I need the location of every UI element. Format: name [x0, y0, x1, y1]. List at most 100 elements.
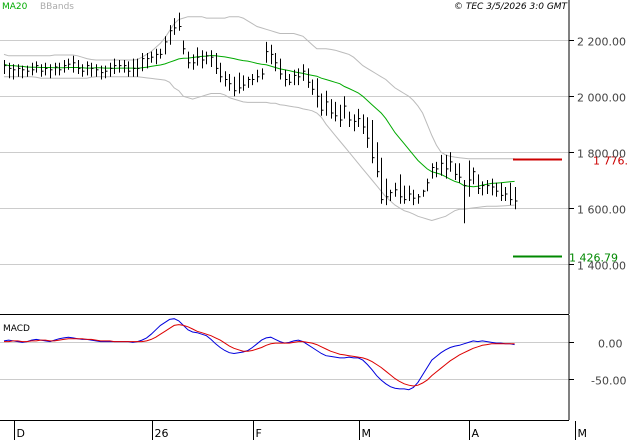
macd-lines: [3, 318, 515, 391]
price-bar: [294, 69, 297, 86]
price-bar: [142, 53, 145, 72]
price-bar: [216, 53, 219, 74]
price-bar: [55, 62, 58, 76]
price-y-ticks: 2 200.00 2 000.00 1 800.00 1 600.00 1 400.00: [569, 36, 626, 273]
price-bar: [303, 64, 306, 81]
legend-bbands: BBands: [40, 2, 74, 12]
price-bar: [252, 74, 255, 86]
price-bar: [372, 120, 375, 164]
price-bar: [271, 44, 274, 65]
price-bar: [9, 62, 12, 79]
x-axis-tick-label: F: [256, 427, 262, 440]
price-bar: [151, 51, 154, 63]
macd-y-ticks: 0.00 -50.00: [569, 338, 626, 388]
price-bar: [409, 185, 412, 201]
price-bar: [400, 174, 403, 204]
price-y-tick-label: 1 800.00: [577, 148, 626, 161]
price-bar: [101, 65, 104, 80]
price-bar: [257, 69, 260, 83]
ma20-line: [3, 54, 515, 188]
price-bar: [156, 48, 159, 65]
price-bar: [450, 152, 453, 172]
bband-upper-line: [3, 16, 515, 160]
price-bar: [505, 187, 508, 201]
macd-y-tick-label: 0.00: [598, 338, 623, 351]
price-bar: [395, 182, 398, 197]
resistance-level-label: 1 776.5: [593, 155, 627, 168]
price-bar: [133, 58, 136, 77]
price-bar: [308, 68, 311, 88]
price-bar: [234, 76, 237, 97]
x-axis-tick-label: 26: [155, 427, 169, 440]
price-bar: [73, 55, 76, 73]
price-bar: [404, 185, 407, 204]
x-axis-tick-label: D: [17, 427, 25, 440]
price-bar: [340, 104, 343, 127]
price-bar: [32, 62, 35, 76]
price-panel-frame: [0, 0, 569, 314]
price-bar: [289, 74, 292, 86]
x-axis-tick-label: M: [362, 427, 372, 440]
price-bar: [91, 62, 94, 77]
price-bar: [22, 65, 25, 79]
support-level-label: 1 426.79: [569, 252, 618, 265]
price-bar: [418, 194, 421, 204]
price-bar: [390, 189, 393, 201]
price-bar: [266, 41, 269, 63]
price-bar: [128, 61, 131, 77]
price-bar: [413, 189, 416, 206]
price-bar: [220, 62, 223, 83]
price-bar: [110, 62, 113, 77]
price-bar: [496, 182, 499, 197]
price-levels: 1 776.5 1 426.79: [513, 155, 627, 265]
price-y-tick-label: 2 000.00: [577, 92, 626, 105]
price-grid: [0, 40, 569, 265]
price-bar: [446, 154, 449, 179]
price-bar: [202, 50, 205, 69]
price-bar: [432, 163, 435, 179]
price-bar: [427, 178, 430, 192]
macd-signal-line: [4, 324, 515, 387]
price-bar: [344, 96, 347, 119]
price-bar: [114, 58, 117, 74]
price-bar: [174, 18, 177, 35]
price-bar: [137, 58, 140, 77]
price-bar: [386, 178, 389, 206]
chart-timestamp: © TEC 3/5/2026 3:0 GMT: [454, 2, 569, 12]
price-bar: [487, 180, 490, 194]
price-bar: [59, 62, 62, 76]
bband-lower-line: [4, 76, 515, 222]
price-bar: [211, 50, 214, 67]
price-bar: [285, 69, 288, 87]
price-bar: [262, 68, 265, 80]
price-bar: [349, 111, 352, 127]
price-bar: [280, 58, 283, 80]
price-bar: [188, 51, 191, 69]
price-bar: [105, 65, 108, 79]
price-bar: [45, 62, 48, 76]
price-bar: [229, 74, 232, 91]
price-bar: [326, 90, 329, 116]
price-bar: [13, 64, 16, 80]
price-bar: [441, 154, 444, 176]
price-bar: [206, 51, 209, 65]
price-bar: [473, 167, 476, 185]
price-bar: [41, 64, 44, 77]
price-bar: [312, 79, 315, 95]
price-bar: [321, 93, 324, 116]
price-bar: [358, 108, 361, 127]
price-bar: [78, 60, 81, 74]
price-bar: [82, 64, 85, 77]
macd-panel-title: MACD: [3, 324, 30, 334]
price-bar: [160, 48, 163, 59]
price-bar: [64, 60, 67, 73]
price-bar: [335, 101, 338, 122]
price-bar: [515, 187, 518, 210]
price-bar: [36, 61, 39, 73]
price-bar: [436, 161, 439, 178]
price-bar: [119, 60, 122, 73]
price-bar: [4, 60, 7, 74]
ma20-polyline: [3, 54, 515, 188]
price-y-tick-label: 1 400.00: [577, 260, 626, 273]
macd-y-tick-label: -50.00: [591, 375, 626, 388]
